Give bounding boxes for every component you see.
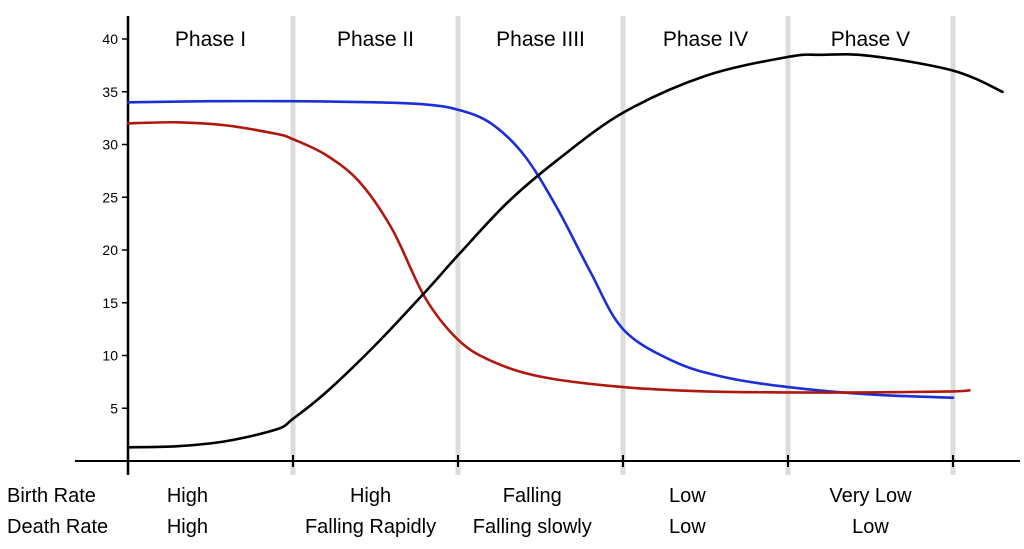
y-tick-label-25: 25 <box>102 189 118 205</box>
y-tick-label-40: 40 <box>102 31 118 47</box>
rate-table: Birth Rate High High Falling Low Very Low Deat… <box>7 485 912 538</box>
table-cell-1-4: Low <box>669 485 706 507</box>
series-lines <box>126 52 1004 449</box>
table-cell-2-1: High <box>167 516 208 538</box>
table-cell-1-1: High <box>167 485 208 507</box>
y-tick-label-30: 30 <box>102 137 118 153</box>
phase-label-5: Phase V <box>831 28 910 51</box>
y-tick-label-5: 5 <box>110 400 118 416</box>
axes: 5 10 15 20 25 30 35 40 <box>75 16 1020 475</box>
y-tick-label-35: 35 <box>102 84 118 100</box>
table-cell-2-5: Low <box>852 516 889 538</box>
table-cell-2-4: Low <box>669 516 706 538</box>
y-tick-label-15: 15 <box>102 295 118 311</box>
phase-label-2: Phase II <box>337 28 414 51</box>
y-tick-label-10: 10 <box>102 348 118 364</box>
table-cell-2-2: Falling Rapidly <box>305 516 436 538</box>
series-line-2 <box>126 120 971 394</box>
table-row-label-1: Birth Rate <box>7 485 96 507</box>
phase-label-1: Phase I <box>175 28 246 51</box>
series-line-3 <box>126 52 1004 449</box>
series-line-1 <box>126 99 955 399</box>
phase-labels: Phase I Phase II Phase IIII Phase IV Phase V <box>175 28 910 51</box>
table-cell-2-3: Falling slowly <box>473 516 592 538</box>
phase-dividers <box>290 16 956 475</box>
phase-label-3: Phase IIII <box>496 28 585 51</box>
table-row-label-2: Death Rate <box>7 516 108 538</box>
y-tick-label-20: 20 <box>102 242 118 258</box>
phase-label-4: Phase IV <box>663 28 748 51</box>
table-cell-1-3: Falling <box>503 485 562 507</box>
table-cell-1-5: Very Low <box>829 485 912 507</box>
table-cell-1-2: High <box>350 485 391 507</box>
